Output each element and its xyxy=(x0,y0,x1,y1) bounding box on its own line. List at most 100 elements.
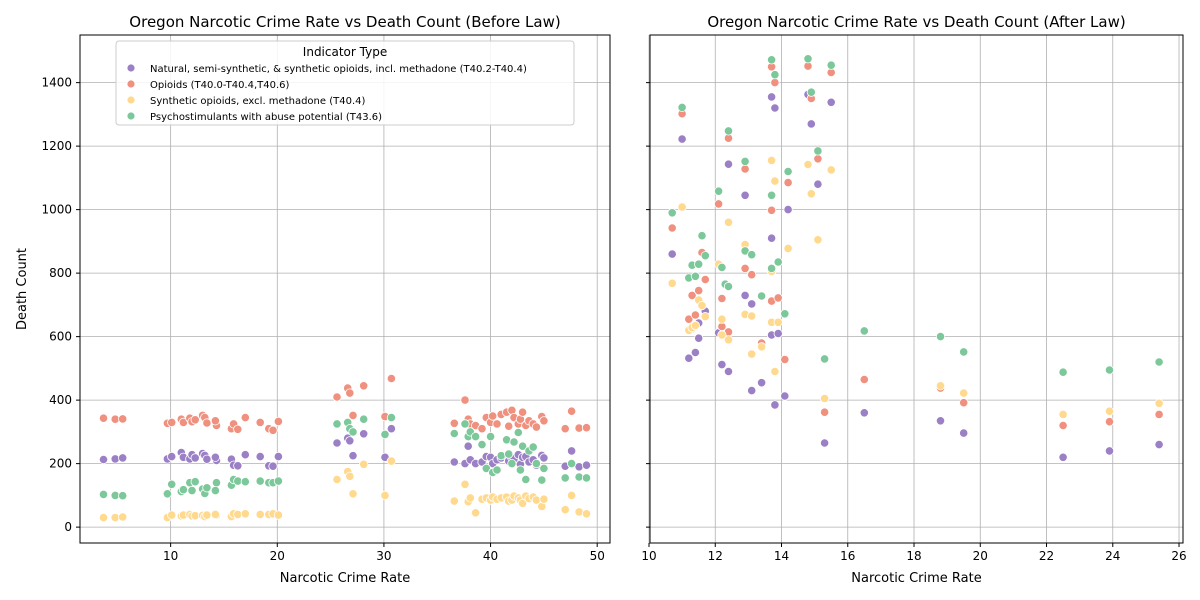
data-point xyxy=(959,398,969,408)
data-point xyxy=(700,251,710,261)
data-point xyxy=(694,259,704,269)
data-point xyxy=(255,451,265,462)
data-point xyxy=(813,179,823,189)
data-point xyxy=(167,510,177,520)
data-point xyxy=(677,102,687,113)
data-point xyxy=(255,509,265,520)
data-point xyxy=(756,291,767,301)
chart-title-before: Oregon Narcotic Crime Rate vs Death Coun… xyxy=(129,13,560,31)
data-point xyxy=(118,512,128,522)
data-point xyxy=(770,176,780,186)
x-tick-label: 50 xyxy=(590,549,605,563)
data-point xyxy=(386,412,396,423)
data-point xyxy=(118,414,128,424)
data-point xyxy=(713,186,724,196)
data-point xyxy=(470,508,481,518)
legend-title: Indicator Type xyxy=(303,45,387,59)
data-point xyxy=(255,417,265,427)
data-point xyxy=(539,416,549,426)
data-point xyxy=(332,438,342,448)
y-tick-label: 1200 xyxy=(41,139,72,153)
data-point xyxy=(740,164,750,174)
data-point xyxy=(560,505,570,515)
legend-label: Natural, semi-synthetic, & synthetic opi… xyxy=(150,64,527,75)
data-point xyxy=(359,429,369,439)
data-point xyxy=(667,278,677,288)
data-point xyxy=(332,474,342,485)
data-point xyxy=(826,165,836,175)
data-point xyxy=(190,453,200,463)
data-point xyxy=(723,281,734,292)
data-point xyxy=(560,473,570,483)
data-point xyxy=(819,407,830,417)
data-point xyxy=(1058,420,1068,431)
data-point xyxy=(380,490,390,500)
data-point xyxy=(766,92,777,102)
data-point xyxy=(118,453,128,463)
data-point xyxy=(717,359,727,370)
data-point xyxy=(783,178,793,188)
data-point xyxy=(747,270,757,280)
data-point xyxy=(1058,409,1068,419)
data-point xyxy=(477,439,487,450)
data-point xyxy=(1104,446,1115,456)
y-tick-label: 1000 xyxy=(41,203,72,217)
data-point xyxy=(492,419,502,429)
legend-marker xyxy=(126,111,136,121)
data-point xyxy=(935,416,946,426)
data-point xyxy=(162,489,172,499)
data-point xyxy=(386,424,396,434)
data-point xyxy=(517,441,528,451)
data-point xyxy=(1104,406,1115,416)
data-point xyxy=(783,243,793,253)
data-point xyxy=(492,465,502,475)
data-point xyxy=(581,473,592,483)
data-point xyxy=(667,249,677,259)
data-point xyxy=(747,299,757,309)
data-point xyxy=(202,454,212,464)
data-point xyxy=(806,119,816,129)
data-point xyxy=(717,330,727,340)
data-point xyxy=(1154,409,1164,419)
legend-item: Synthetic opioids, excl. methadone (T40.… xyxy=(126,95,365,107)
data-point xyxy=(783,166,793,177)
data-point xyxy=(517,407,528,417)
data-point xyxy=(813,154,823,164)
x-tick-label: 18 xyxy=(906,549,921,563)
data-point xyxy=(959,347,969,357)
data-point xyxy=(465,493,475,503)
chart-title-after: Oregon Narcotic Crime Rate vs Death Coun… xyxy=(707,13,1125,31)
data-point xyxy=(537,475,547,485)
data-point xyxy=(359,459,369,469)
data-point xyxy=(700,311,710,322)
data-point xyxy=(240,412,250,423)
data-point xyxy=(677,134,687,144)
data-point xyxy=(470,431,481,442)
data-point xyxy=(747,311,757,321)
data-point xyxy=(766,190,777,200)
data-point xyxy=(819,354,830,364)
data-point xyxy=(723,217,734,227)
x-tick-label: 40 xyxy=(483,549,498,563)
y-tick-label: 600 xyxy=(49,330,72,344)
data-point xyxy=(783,205,793,215)
data-point xyxy=(190,477,200,487)
data-point xyxy=(740,156,750,166)
data-point xyxy=(813,146,823,156)
data-point xyxy=(1154,439,1164,450)
data-point xyxy=(581,460,592,470)
data-point xyxy=(1154,398,1164,408)
data-point xyxy=(449,496,459,506)
data-point xyxy=(690,310,701,320)
data-point xyxy=(98,489,109,499)
data-point xyxy=(477,424,487,434)
data-point xyxy=(509,437,519,447)
x-tick-label: 22 xyxy=(1039,549,1054,563)
data-point xyxy=(700,274,710,285)
data-point xyxy=(690,320,701,331)
data-point xyxy=(233,424,243,434)
data-point xyxy=(210,452,220,462)
data-point xyxy=(268,425,278,435)
data-point xyxy=(766,155,777,165)
data-point xyxy=(766,205,777,215)
